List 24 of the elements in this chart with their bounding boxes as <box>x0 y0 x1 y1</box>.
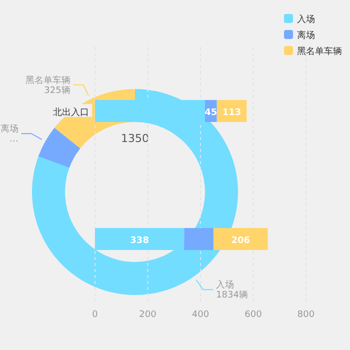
legend-label: 离场 <box>297 30 315 41</box>
x-tick-label: 400 <box>192 310 210 320</box>
bar <box>95 228 184 250</box>
donut-slice <box>38 128 80 168</box>
x-tick-label: 600 <box>244 310 262 320</box>
data-label: 45 <box>204 108 218 118</box>
legend-label: 黑名单车辆 <box>297 46 342 57</box>
data-label: 325辆 <box>44 84 70 96</box>
legend-label: 入场 <box>297 14 315 25</box>
x-tick-label: 800 <box>297 310 315 320</box>
slice-label: 入场 <box>216 280 234 291</box>
annotation: 1350 <box>121 132 149 145</box>
x-tick-label: 0 <box>92 310 98 320</box>
data-label: … <box>9 134 18 145</box>
slice-label: 离场 <box>0 124 18 135</box>
slice-label: 黑名单车辆 <box>25 74 70 86</box>
y-tick-label: 北出入口 <box>53 107 89 118</box>
data-label: 1834辆 <box>216 290 248 301</box>
data-label: 338 <box>130 236 149 246</box>
bar <box>213 228 268 250</box>
bar <box>184 228 214 250</box>
x-tick-label: 200 <box>139 310 157 320</box>
data-label: 206 <box>231 236 250 246</box>
data-label: 113 <box>222 108 242 118</box>
